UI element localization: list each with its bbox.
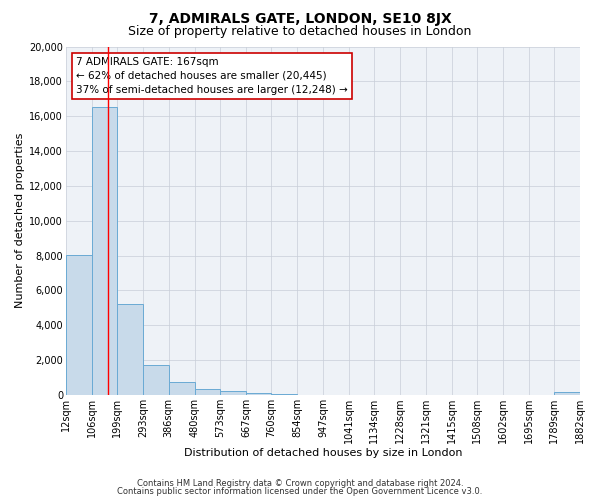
Y-axis label: Number of detached properties: Number of detached properties [15,133,25,308]
Bar [143,364,169,395]
Bar [169,382,194,395]
Bar [92,108,117,395]
Bar [117,304,143,395]
Bar [271,394,298,395]
Text: 7 ADMIRALS GATE: 167sqm
← 62% of detached houses are smaller (20,445)
37% of sem: 7 ADMIRALS GATE: 167sqm ← 62% of detache… [76,57,348,95]
Text: Contains public sector information licensed under the Open Government Licence v3: Contains public sector information licen… [118,487,482,496]
Bar [554,392,580,395]
Text: Contains HM Land Registry data © Crown copyright and database right 2024.: Contains HM Land Registry data © Crown c… [137,478,463,488]
Text: 7, ADMIRALS GATE, LONDON, SE10 8JX: 7, ADMIRALS GATE, LONDON, SE10 8JX [149,12,451,26]
Bar [220,390,246,395]
Bar [246,394,271,395]
X-axis label: Distribution of detached houses by size in London: Distribution of detached houses by size … [184,448,462,458]
Text: Size of property relative to detached houses in London: Size of property relative to detached ho… [128,25,472,38]
Bar [194,389,220,395]
Bar [66,255,92,395]
